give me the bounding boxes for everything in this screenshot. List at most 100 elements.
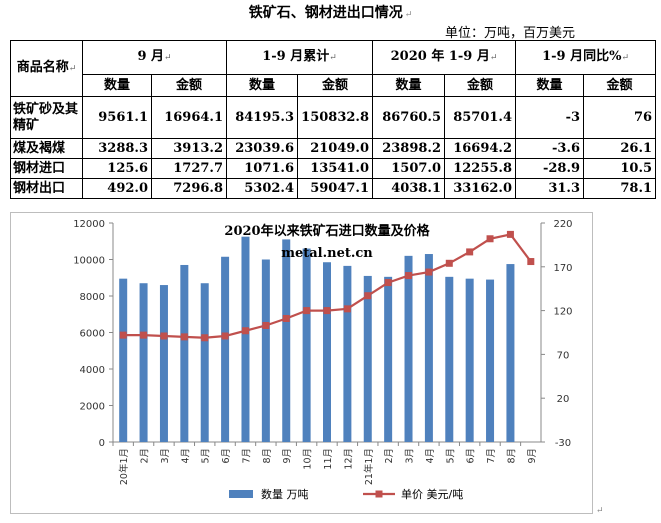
bar [302, 248, 311, 442]
x-tick-label: 3月 [405, 448, 416, 464]
x-tick-label: 8月 [262, 448, 273, 464]
x-tick-label: 4月 [180, 448, 191, 464]
x-tick-label: 20年1月 [118, 448, 130, 485]
y-left-tick-label: 2000 [80, 402, 105, 413]
bar [139, 283, 148, 442]
price-marker [343, 305, 351, 313]
y-right-tick-label: 120 [553, 307, 572, 318]
price-marker [180, 333, 188, 341]
header-group: 1-9 月累计↵ [226, 40, 373, 75]
x-tick-label: 9月 [282, 448, 293, 464]
table-cell: 23039.6 [226, 138, 298, 159]
bar [159, 285, 168, 442]
paragraph-mark-icon: ↵ [404, 10, 413, 20]
bar [180, 264, 189, 442]
table-cell: 10.5 [583, 158, 657, 179]
table-cell: 16964.1 [151, 96, 227, 139]
x-tick-label: 2月 [384, 448, 395, 464]
table-cell: 86760.5 [372, 96, 445, 139]
unit-line: 单位：万吨，百万美元 [444, 26, 575, 41]
table-cell: 1507.0 [372, 158, 445, 179]
table-row: 钢材出口 492.0 7296.8 5302.4 59047.1 4038.1 … [10, 178, 657, 199]
trade-table: 商品名称↵ 9 月↵ 1-9 月累计↵ 2020 年 1-9 月↵ 1-9 月同… [10, 40, 657, 199]
bar [465, 278, 474, 442]
x-tick-label: 2月 [140, 448, 151, 464]
bar [445, 276, 454, 442]
bar [486, 279, 495, 442]
legend-bar-label: 数量 万吨 [261, 488, 309, 501]
price-marker [262, 321, 270, 329]
x-tick-label: 3月 [160, 448, 171, 464]
table-cell: 492.0 [82, 178, 152, 199]
x-tick-label: 9月 [527, 448, 538, 464]
table-cell: -28.9 [515, 158, 585, 179]
header-group: 9 月↵ [82, 40, 227, 75]
header-group: 2020 年 1-9 月↵ [371, 40, 517, 75]
price-marker [405, 272, 413, 280]
row-name: 钢材进口 [10, 158, 83, 179]
y-left-tick-label: 6000 [80, 329, 105, 340]
price-marker [201, 334, 209, 342]
row-name: 煤及褐煤 [10, 138, 83, 159]
price-marker [425, 268, 433, 276]
table-cell: 12255.8 [443, 158, 517, 179]
price-marker [445, 259, 453, 267]
table-row: 铁矿砂及其精矿 9561.1 16964.1 84195.3 150832.8 … [10, 96, 657, 139]
x-tick-label: 4月 [425, 448, 436, 464]
subheader-cell: 数量 [372, 74, 445, 97]
y-left-tick-label: 12000 [73, 219, 105, 230]
table-cell: 76 [583, 96, 657, 139]
price-marker [160, 332, 168, 340]
legend-line-marker [375, 490, 383, 498]
table-cell: 1071.6 [226, 158, 298, 179]
price-marker [486, 235, 494, 243]
price-marker [303, 307, 311, 315]
row-name: 铁矿砂及其精矿 [10, 96, 83, 139]
iron-ore-chart: 0 2000 4000 6000 8000 10000 12000 -30 20 70 120 170… [10, 212, 593, 514]
table-cell: 78.1 [583, 178, 657, 199]
table-cell: 1727.7 [151, 158, 227, 179]
table-cell: 150832.8 [297, 96, 373, 139]
bar [404, 255, 413, 442]
price-marker [527, 258, 535, 266]
table-row: 煤及褐煤 3288.3 3913.2 23039.6 21049.0 23898… [10, 138, 657, 159]
y-left-tick-label: 8000 [80, 292, 105, 303]
bar [506, 264, 515, 442]
table-cell: 59047.1 [297, 178, 373, 199]
bar [261, 259, 270, 442]
price-marker [241, 327, 249, 335]
table-cell: 4038.1 [372, 178, 445, 199]
bar [221, 256, 230, 442]
table-row: 钢材进口 125.6 1727.7 1071.6 13541.0 1507.0 … [10, 158, 657, 179]
y-right-tick-label: 70 [557, 350, 570, 361]
chart-title: 2020年以来铁矿石进口数量及价格 [224, 223, 430, 239]
y-left-tick-label: 10000 [73, 256, 105, 267]
paragraph-mark-icon: ↵ [596, 506, 604, 516]
table-cell: 5302.4 [226, 178, 298, 199]
header-product-name: 商品名称↵ [10, 40, 83, 97]
table-cell: 3288.3 [82, 138, 152, 159]
x-tick-label: 12月 [343, 448, 354, 470]
subheader-cell: 金额 [583, 74, 657, 97]
price-marker [323, 307, 331, 315]
table-cell: 84195.3 [226, 96, 298, 139]
bar [343, 265, 352, 442]
table-subheader-row: 数量 金额 数量 金额 数量 金额 数量 金额 [11, 74, 657, 97]
table-cell: 33162.0 [443, 178, 517, 199]
price-marker [364, 292, 372, 300]
price-marker [466, 248, 474, 256]
bar [424, 254, 433, 442]
table-header-row: 商品名称↵ 9 月↵ 1-9 月累计↵ 2020 年 1-9 月↵ 1-9 月同… [10, 40, 657, 97]
price-marker [384, 279, 392, 287]
price-marker [119, 331, 127, 339]
table-cell: 26.1 [583, 138, 657, 159]
price-marker [140, 331, 148, 339]
table-cell: 3913.2 [151, 138, 227, 159]
x-tick-label: 11月 [323, 448, 334, 470]
y-right-tick-label: 20 [557, 394, 570, 405]
header-group: 1-9 月同比%↵ [515, 40, 657, 75]
x-tick-label: 8月 [506, 448, 517, 464]
subheader-cell: 金额 [151, 74, 227, 97]
bar [119, 278, 128, 442]
table-cell: 85701.4 [443, 96, 517, 139]
